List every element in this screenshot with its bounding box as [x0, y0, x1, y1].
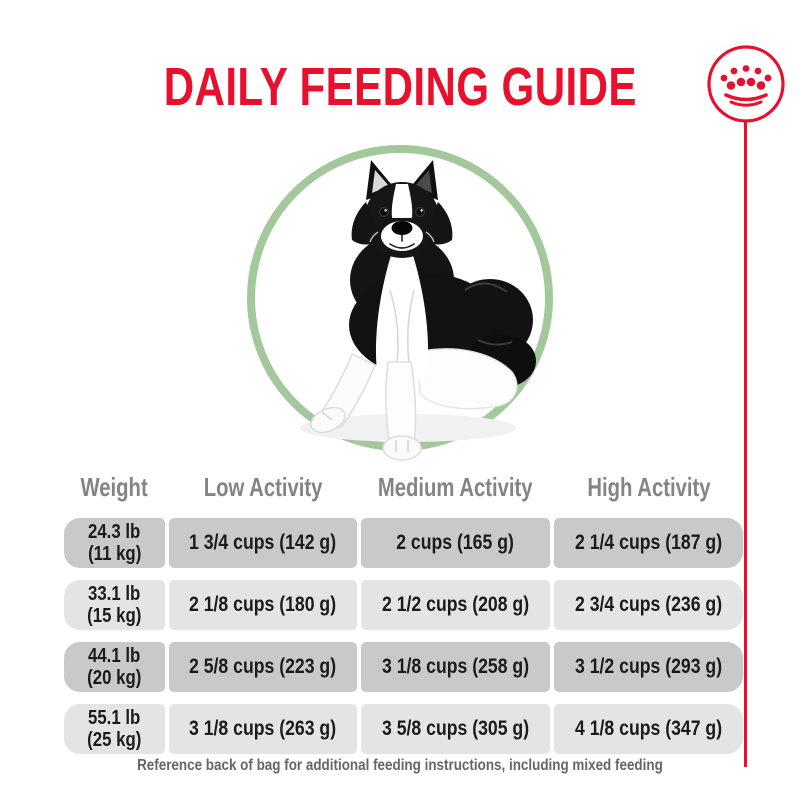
page-title-text: DAILY FEEDING GUIDE	[163, 57, 637, 117]
royal-canin-crown-logo	[704, 42, 788, 126]
low-activity-cell-row-4: 3 1/8 cups (263 g)	[169, 704, 357, 754]
low-activity-cell-row-2: 2 1/8 cups (180 g)	[169, 580, 357, 630]
medium-activity-cell-row-3: 3 1/8 cups (258 g)	[361, 642, 550, 692]
low-activity-cell-row-1: 1 3/4 cups (142 g)	[169, 518, 357, 568]
column-header-weight: Weight	[80, 471, 149, 502]
medium-activity-cell-row-4: 3 5/8 cups (305 g)	[361, 704, 550, 754]
weight-cell-row-4: 55.1 lb (25 kg)	[64, 704, 165, 754]
page-title: DAILY FEEDING GUIDE	[0, 56, 800, 118]
high-activity-cell-row-2: 2 3/4 cups (236 g)	[554, 580, 743, 630]
high-activity-cell-row-4: 4 1/8 cups (347 g)	[554, 704, 743, 754]
medium-activity-cell-row-2: 2 1/2 cups (208 g)	[361, 580, 550, 630]
low-activity-cell-row-3: 2 5/8 cups (223 g)	[169, 642, 357, 692]
high-activity-cell-row-1: 2 1/4 cups (187 g)	[554, 518, 743, 568]
dog-photo-circle	[240, 140, 560, 470]
high-activity-cell-row-3: 3 1/2 cups (293 g)	[554, 642, 743, 692]
footer-note: Reference back of bag for additional fee…	[137, 757, 663, 774]
medium-activity-cell-row-1: 2 cups (165 g)	[361, 518, 550, 568]
weight-cell-row-2: 33.1 lb (15 kg)	[64, 580, 165, 630]
weight-cell-row-1: 24.3 lb (11 kg)	[64, 518, 165, 568]
column-header-medium-activity: Medium Activity	[378, 471, 533, 502]
brand-divider-line	[744, 121, 747, 767]
column-header-high-activity: High Activity	[586, 471, 711, 502]
column-header-low-activity: Low Activity	[203, 471, 323, 502]
weight-cell-row-3: 44.1 lb (20 kg)	[64, 642, 165, 692]
crown-icon	[707, 45, 785, 123]
border-collie-dog-image	[247, 145, 553, 461]
